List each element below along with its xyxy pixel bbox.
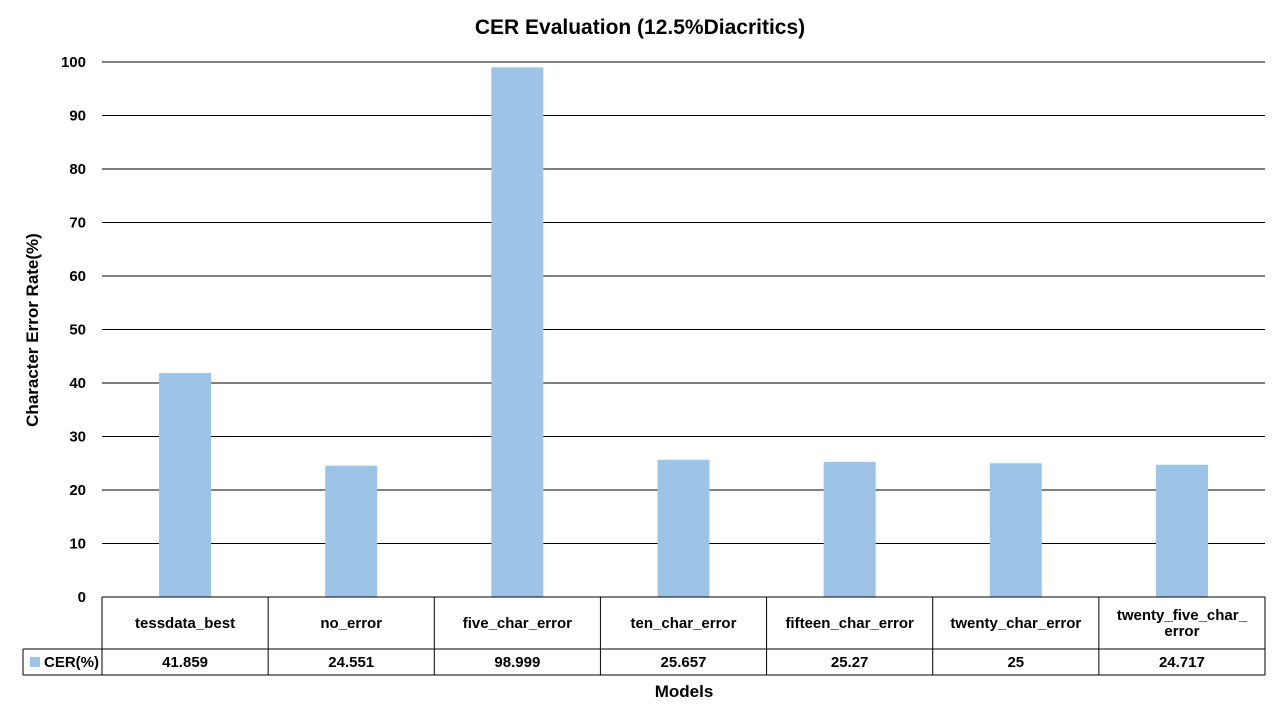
- legend-swatch: [30, 657, 40, 667]
- data-label: 25.27: [831, 654, 869, 671]
- category-label: no_error: [320, 615, 382, 632]
- y-tick-label: 30: [69, 429, 86, 446]
- y-tick-label: 10: [69, 536, 86, 553]
- category-label: ten_char_error: [631, 615, 737, 632]
- category-label: error: [1164, 623, 1199, 640]
- category-label: twenty_five_char_: [1117, 607, 1248, 624]
- y-tick-label: 90: [69, 108, 86, 125]
- bar: [657, 459, 710, 597]
- y-tick-label: 20: [69, 482, 86, 499]
- data-table: tessdata_best 41.859 no_error 24.551 five_ch…: [22, 596, 1266, 676]
- y-tick-label: 40: [69, 375, 86, 392]
- bar: [1155, 464, 1208, 597]
- data-label: 24.717: [1159, 654, 1205, 671]
- y-axis-label: Character Error Rate(%): [23, 233, 42, 427]
- data-label: 98.999: [494, 654, 540, 671]
- chart-title: CER Evaluation (12.5%Diacritics): [475, 16, 805, 39]
- category-label: tessdata_best: [135, 615, 235, 632]
- y-tick-label: 50: [69, 322, 86, 339]
- y-tick-label: 70: [69, 215, 86, 232]
- category-label: twenty_char_error: [950, 615, 1081, 632]
- data-label: 24.551: [328, 654, 374, 671]
- bar: [325, 465, 378, 597]
- y-tick-label: 60: [69, 268, 86, 285]
- data-label: 25: [1007, 654, 1024, 671]
- y-tick-label: 0: [78, 589, 86, 606]
- bar: [823, 461, 876, 597]
- gridlines: [102, 61, 1265, 544]
- bar: [989, 463, 1042, 597]
- x-axis-label: Models: [655, 682, 714, 701]
- bars: [159, 67, 1208, 597]
- y-axis-ticks: 0 10 20 30 40 50 60 70 80 90 100: [61, 54, 86, 606]
- category-label: fifteen_char_error: [785, 615, 914, 632]
- y-tick-label: 80: [69, 161, 86, 178]
- legend-label: CER(%): [44, 654, 99, 671]
- data-label: 25.657: [661, 654, 707, 671]
- y-tick-label: 100: [61, 54, 86, 71]
- category-label: five_char_error: [463, 615, 572, 632]
- bar: [159, 373, 212, 597]
- bar: [491, 67, 544, 597]
- data-label: 41.859: [162, 654, 208, 671]
